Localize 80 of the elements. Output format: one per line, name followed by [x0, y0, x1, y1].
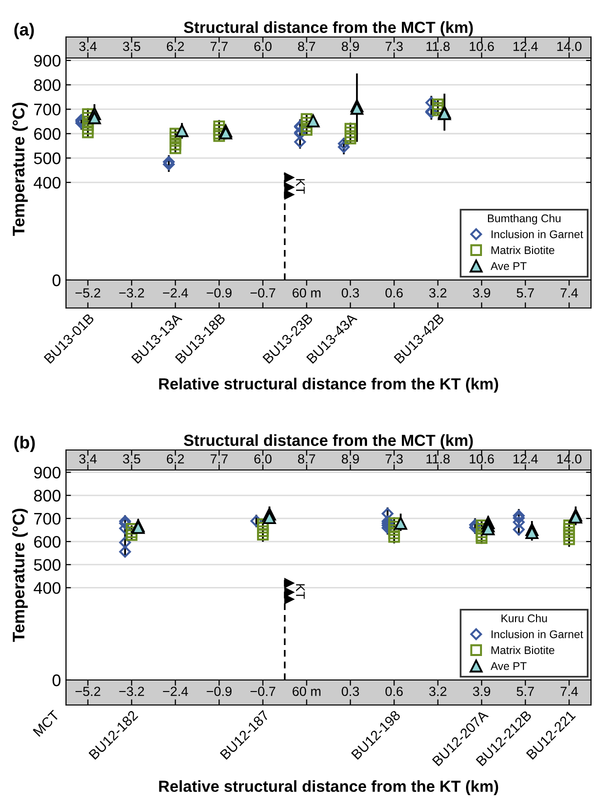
- chart-title: (b): [14, 436, 35, 452]
- y-tick-label: 900: [34, 54, 60, 67]
- y-tick-label: 400: [34, 176, 60, 189]
- text: 12.4: [514, 42, 538, 51]
- legend-label: Ave PT: [490, 662, 527, 670]
- text: 14.0: [557, 42, 582, 52]
- text: 8.7: [298, 454, 316, 464]
- legend-title: Bumthang Chu: [488, 214, 560, 224]
- x-axis-title: Relative structural distance from the KT (km): [159, 780, 498, 796]
- text: 3.4: [79, 42, 97, 52]
- text: 11.8: [426, 454, 450, 464]
- legend-label: Inclusion in Garnet: [492, 230, 584, 238]
- y-axis-title: Temperature (°C): [12, 102, 28, 236]
- text: 60 m: [292, 288, 320, 298]
- y-tick-label: 900: [34, 466, 60, 479]
- text: 8.7: [298, 42, 316, 52]
- y-tick-label: 600: [34, 536, 60, 548]
- annotation: KT: [296, 179, 305, 194]
- text: 7.7: [210, 454, 228, 464]
- text: 0.3: [342, 686, 359, 696]
- text: 0.3: [342, 288, 359, 298]
- text: −3.2: [119, 288, 144, 298]
- text: 11.8: [426, 42, 450, 52]
- text: 7.7: [210, 42, 228, 51]
- text: −5.2: [76, 686, 100, 696]
- text: 3.9: [472, 686, 490, 696]
- legend-title: Kuru Chu: [502, 614, 547, 622]
- text: −0.9: [206, 288, 232, 298]
- legend-label: Inclusion in Garnet: [492, 630, 584, 638]
- text: 12.4: [514, 454, 538, 464]
- text: 10.6: [470, 454, 494, 464]
- y-tick-label: 0: [52, 274, 60, 286]
- y-tick-label: 500: [34, 559, 60, 571]
- text: 7.3: [386, 454, 403, 464]
- text: 7.4: [560, 686, 578, 696]
- text: 10.6: [470, 42, 494, 52]
- y-tick-label: 0: [52, 674, 60, 686]
- text: 3.2: [429, 288, 446, 298]
- text: 14.0: [557, 454, 582, 464]
- text: 3.5: [122, 454, 140, 464]
- y-tick-label: 700: [34, 104, 60, 116]
- y-tick-label: 800: [34, 490, 60, 502]
- x2-axis-title: Structural distance from the MCT (km): [184, 434, 473, 450]
- text: 6.0: [254, 42, 272, 52]
- text: 8.9: [342, 42, 359, 52]
- text: 3.5: [122, 42, 140, 52]
- text: −0.7: [250, 288, 276, 298]
- y-tick-label: 400: [34, 582, 60, 594]
- y-tick-label: 600: [34, 128, 60, 140]
- x2-axis-title: Structural distance from the MCT (km): [184, 21, 473, 36]
- text: −0.9: [206, 686, 232, 696]
- text: 6.0: [254, 454, 272, 464]
- legend-label: Ave PT: [490, 262, 527, 270]
- text: 6.2: [166, 42, 184, 52]
- text: 7.3: [386, 42, 403, 52]
- text: 0.6: [385, 686, 403, 696]
- text: 0.6: [385, 288, 403, 298]
- x-axis-title: Relative structural distance from the KT (km): [159, 378, 498, 393]
- text: −5.2: [76, 288, 100, 298]
- y-tick-label: 500: [34, 152, 60, 164]
- text: 8.9: [342, 454, 359, 464]
- text: −0.7: [250, 686, 276, 696]
- text: −3.2: [119, 686, 144, 696]
- annotation: KT: [296, 584, 305, 599]
- text: 7.4: [560, 288, 578, 298]
- text: 3.4: [79, 454, 97, 464]
- text: −2.4: [163, 686, 188, 696]
- text: 3.9: [472, 288, 490, 298]
- y-tick-label: 800: [34, 79, 60, 92]
- legend-label: Matrix Biotite: [491, 246, 554, 254]
- text: −2.4: [163, 288, 188, 298]
- text: 60 m: [292, 686, 320, 696]
- text: 5.7: [516, 288, 534, 298]
- text: 6.2: [166, 454, 184, 464]
- y-axis-title: Temperature (°C): [12, 508, 28, 642]
- chart-title: (a): [14, 22, 34, 40]
- text: 5.7: [516, 686, 534, 696]
- y-tick-label: 700: [34, 512, 60, 525]
- legend-label: Matrix Biotite: [491, 646, 554, 654]
- text: 3.2: [429, 686, 446, 696]
